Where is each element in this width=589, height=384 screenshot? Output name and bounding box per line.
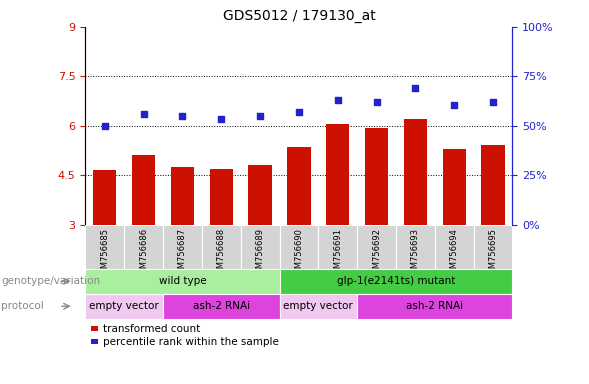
Text: GSM756695: GSM756695: [488, 228, 498, 279]
Bar: [280, 225, 318, 269]
Point: [217, 116, 226, 122]
Text: GSM756692: GSM756692: [372, 228, 381, 279]
Point: [372, 99, 381, 105]
Bar: [474, 225, 512, 269]
Text: GSM756685: GSM756685: [100, 228, 110, 279]
Point: [488, 99, 498, 105]
Point: [256, 113, 265, 119]
Bar: [85, 225, 124, 269]
Point: [178, 113, 187, 119]
Point: [294, 109, 304, 115]
Bar: [124, 225, 163, 269]
Bar: [163, 294, 280, 319]
Text: GSM756687: GSM756687: [178, 228, 187, 279]
Point: [333, 97, 342, 103]
Bar: [241, 225, 280, 269]
Bar: [171, 167, 194, 225]
Bar: [442, 149, 466, 225]
Bar: [280, 269, 512, 294]
Bar: [318, 225, 357, 269]
Bar: [163, 225, 202, 269]
Bar: [287, 147, 310, 225]
Bar: [210, 169, 233, 225]
Bar: [93, 170, 117, 225]
Text: wild type: wild type: [158, 276, 206, 286]
Bar: [357, 225, 396, 269]
Bar: [326, 124, 349, 225]
Point: [100, 123, 110, 129]
Bar: [396, 225, 435, 269]
Text: GSM756693: GSM756693: [411, 228, 420, 279]
Bar: [132, 156, 155, 225]
Bar: [481, 145, 505, 225]
Bar: [249, 166, 272, 225]
Text: GSM756686: GSM756686: [139, 228, 148, 279]
Bar: [85, 269, 280, 294]
Bar: [365, 128, 388, 225]
Point: [139, 111, 148, 117]
Text: percentile rank within the sample: percentile rank within the sample: [103, 337, 279, 347]
Point: [449, 102, 459, 108]
Bar: [202, 225, 241, 269]
Text: transformed count: transformed count: [103, 324, 200, 334]
Text: GSM756688: GSM756688: [217, 228, 226, 279]
Text: ash-2 RNAi: ash-2 RNAi: [406, 301, 464, 311]
Bar: [435, 225, 474, 269]
Text: genotype/variation: genotype/variation: [1, 276, 100, 286]
Bar: [357, 294, 512, 319]
Text: GSM756691: GSM756691: [333, 228, 342, 279]
Bar: [280, 294, 357, 319]
Point: [411, 85, 420, 91]
Text: GSM756694: GSM756694: [449, 228, 459, 279]
Text: protocol: protocol: [1, 301, 44, 311]
Text: GSM756689: GSM756689: [256, 228, 264, 279]
Text: GSM756690: GSM756690: [294, 228, 303, 279]
Text: empty vector: empty vector: [283, 301, 353, 311]
Text: glp-1(e2141ts) mutant: glp-1(e2141ts) mutant: [337, 276, 455, 286]
Title: GDS5012 / 179130_at: GDS5012 / 179130_at: [223, 9, 375, 23]
Bar: [403, 119, 427, 225]
Bar: [85, 294, 163, 319]
Text: ash-2 RNAi: ash-2 RNAi: [193, 301, 250, 311]
Text: empty vector: empty vector: [90, 301, 159, 311]
